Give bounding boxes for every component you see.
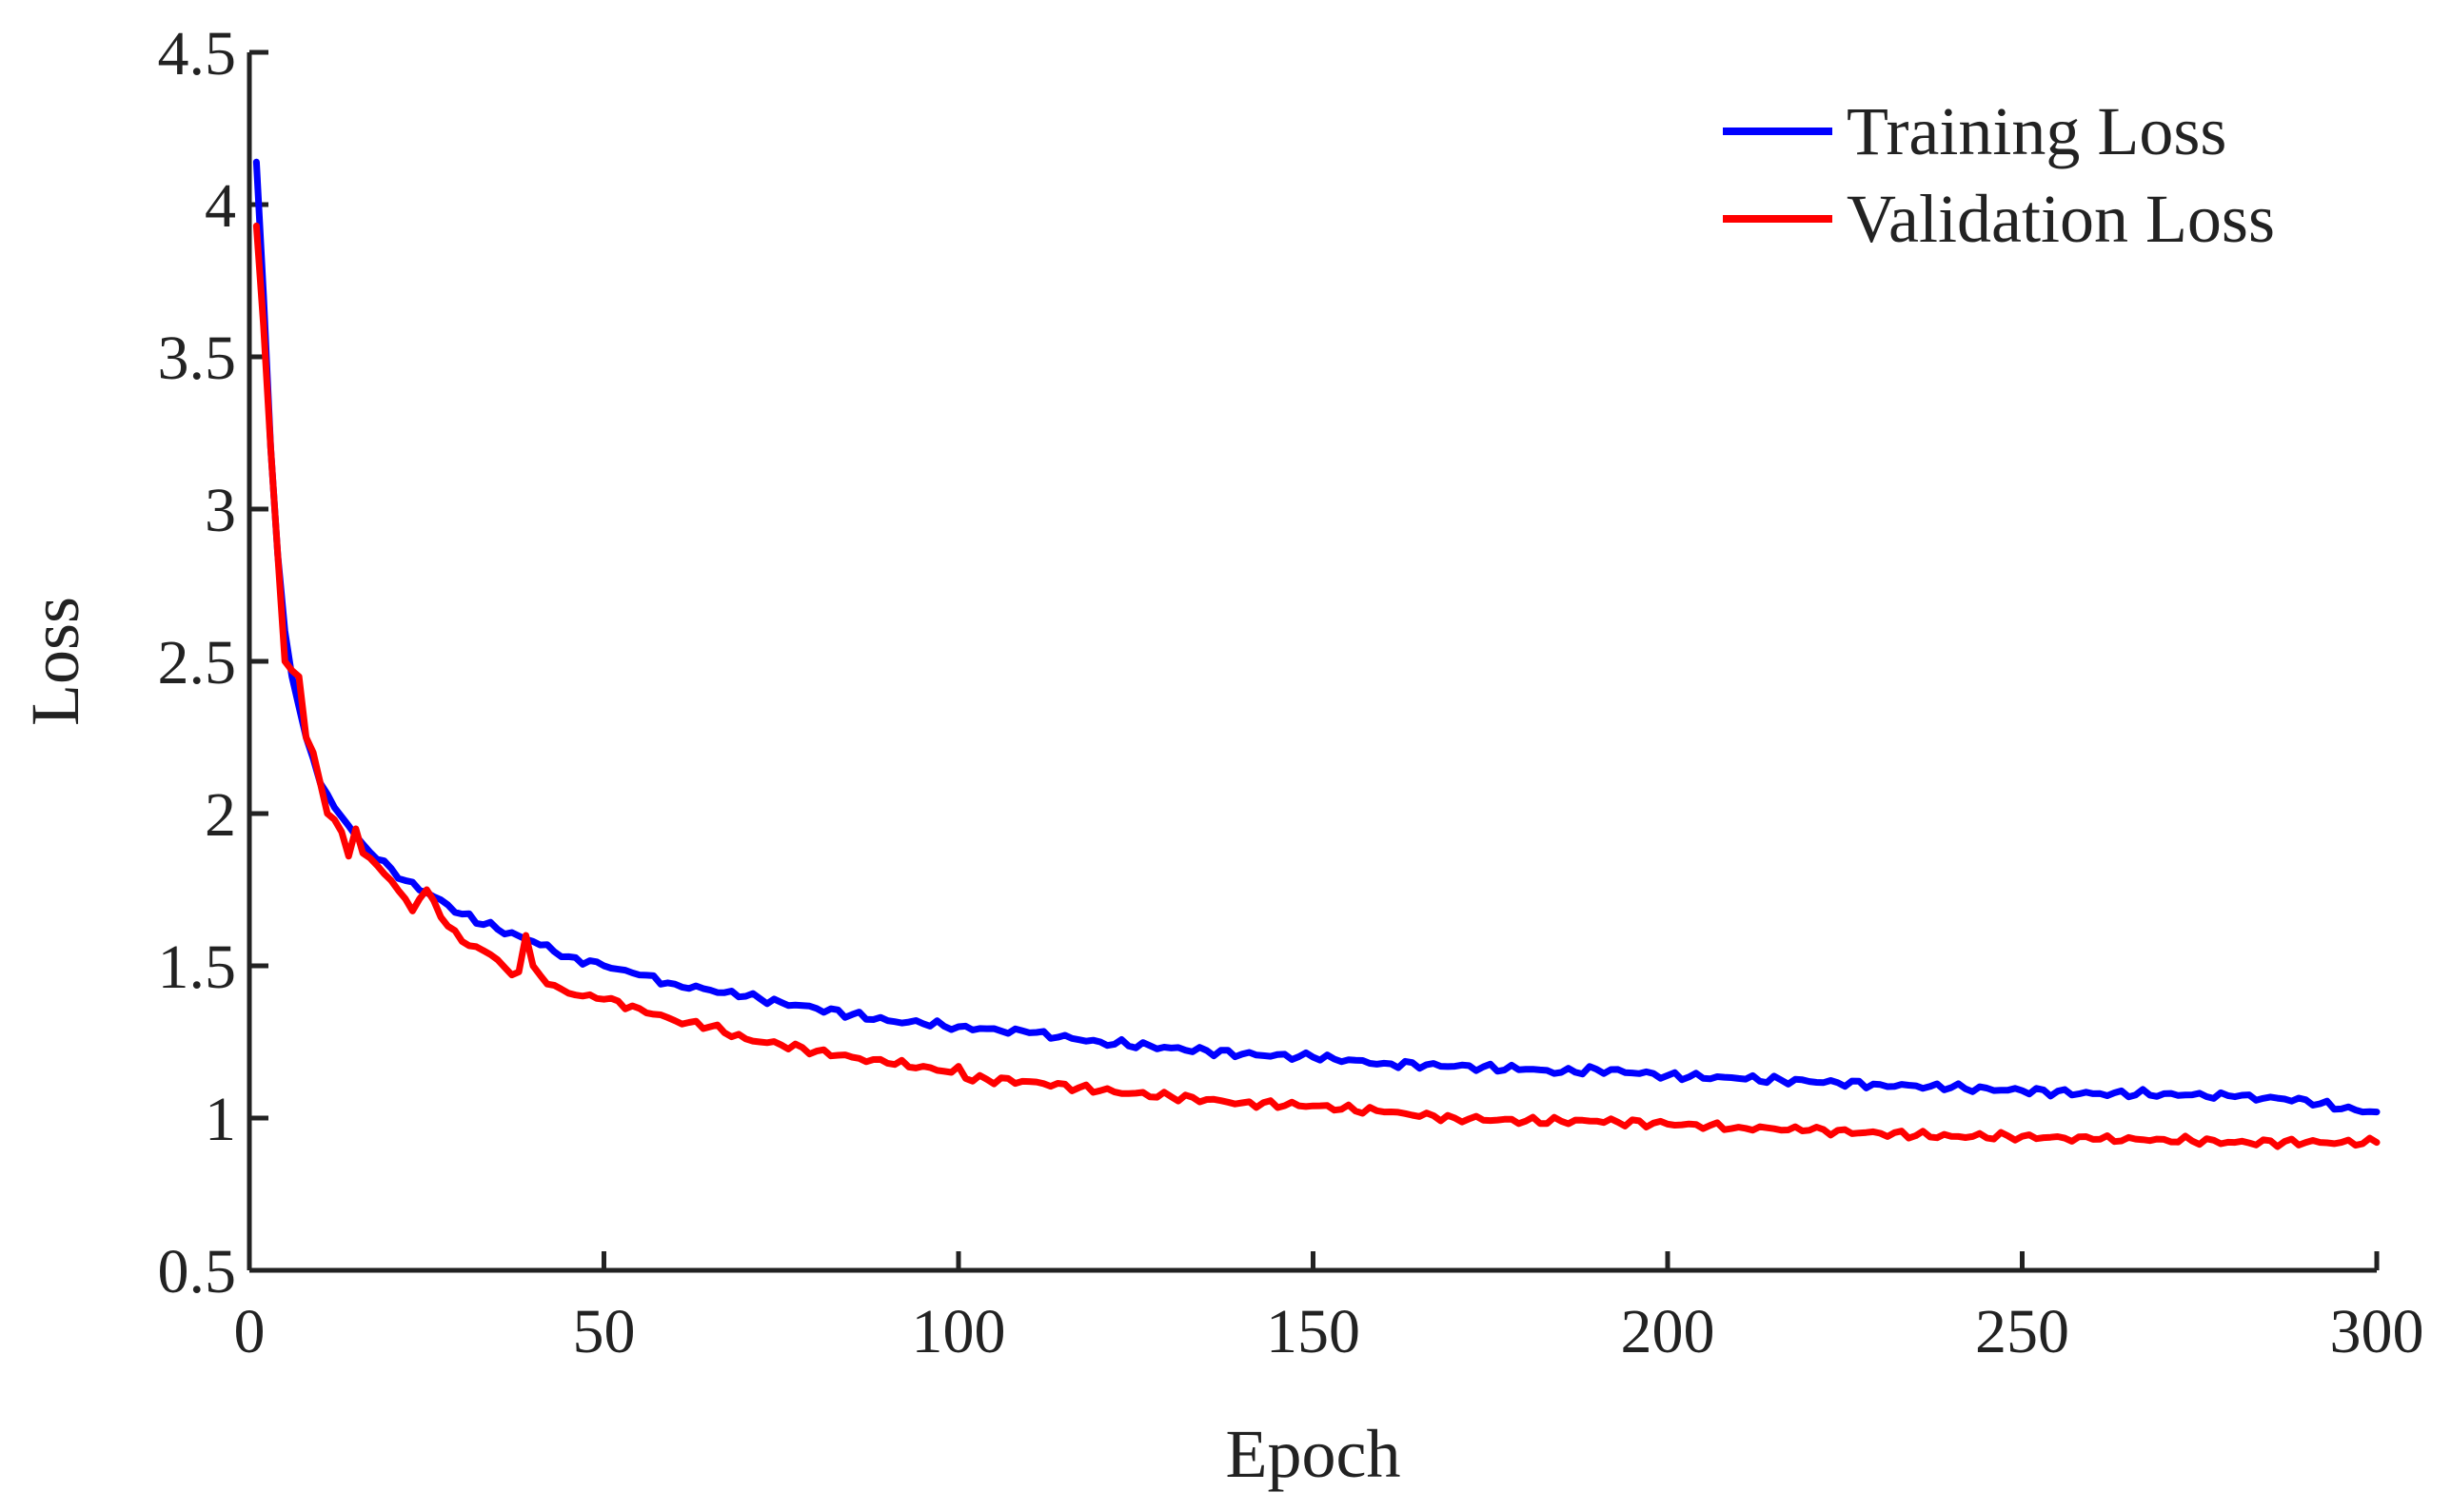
x-tick-label: 300 xyxy=(2330,1297,2424,1366)
y-axis-title: Loss xyxy=(17,597,93,726)
y-tick-label: 2 xyxy=(205,780,236,850)
x-tick-label: 100 xyxy=(912,1297,1006,1366)
axes: 0.5 1 1.5 2 2.5 3 3.5 4 4.5 0 50 100 150 200 250 300 Epo… xyxy=(17,19,2424,1492)
x-tick-label: 150 xyxy=(1266,1297,1360,1366)
x-tick-label: 0 xyxy=(234,1297,266,1366)
y-tick-label: 0.5 xyxy=(158,1237,237,1306)
y-tick-label: 4 xyxy=(205,171,236,241)
y-tick-label: 4.5 xyxy=(158,19,237,88)
x-tick-label: 200 xyxy=(1621,1297,1715,1366)
legend-label-training-loss: Training Loss xyxy=(1847,93,2226,169)
y-tick-label: 2.5 xyxy=(158,628,237,697)
legend: Training Loss Validation Loss xyxy=(1723,93,2275,257)
x-tick-label: 50 xyxy=(573,1297,636,1366)
y-tick-label: 1 xyxy=(205,1085,236,1154)
series-line-training-loss xyxy=(252,158,2381,1116)
series-layer xyxy=(252,158,2381,1150)
y-tick-label: 3 xyxy=(205,476,236,545)
y-tick-label: 1.5 xyxy=(158,933,237,1002)
x-tick-label: 250 xyxy=(1975,1297,2069,1366)
y-tick-label: 3.5 xyxy=(158,324,237,393)
x-axis-title: Epoch xyxy=(1226,1416,1401,1492)
legend-label-validation-loss: Validation Loss xyxy=(1847,181,2275,257)
series-line-validation-loss xyxy=(252,222,2381,1150)
